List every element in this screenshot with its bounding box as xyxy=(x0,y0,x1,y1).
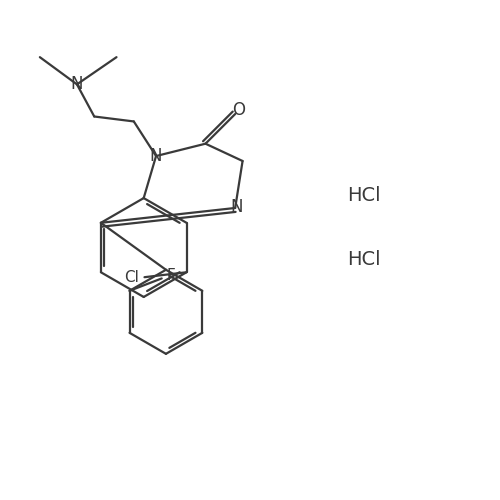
Text: HCl: HCl xyxy=(347,250,380,270)
Text: Cl: Cl xyxy=(124,270,138,284)
Text: N: N xyxy=(230,198,242,216)
Text: N: N xyxy=(70,76,83,94)
Text: O: O xyxy=(232,101,245,119)
Text: F: F xyxy=(166,268,175,283)
Text: HCl: HCl xyxy=(347,186,380,205)
Text: N: N xyxy=(150,147,162,165)
